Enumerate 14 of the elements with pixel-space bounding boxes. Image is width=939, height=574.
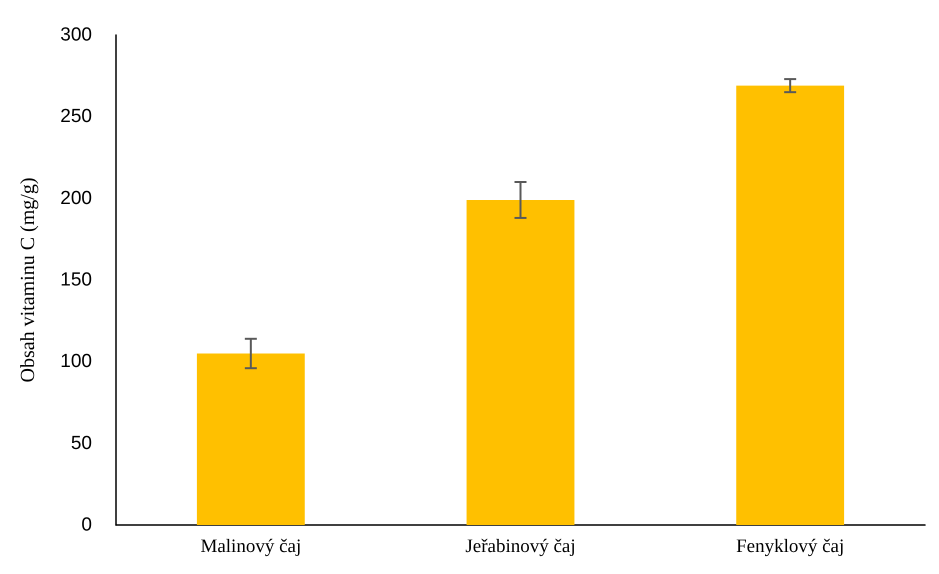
x-tick-label: Jeřabinový čaj xyxy=(465,536,576,557)
y-tick-label: 50 xyxy=(70,432,92,454)
x-tick-label: Fenyklový čaj xyxy=(736,536,844,557)
bar xyxy=(196,354,305,525)
y-tick-label: 300 xyxy=(60,24,92,46)
bar xyxy=(466,200,574,525)
y-tick-label: 250 xyxy=(60,106,92,128)
x-tick-label: Malinový čaj xyxy=(200,536,302,557)
y-axis-title: Obsah vitaminu C (mg/g) xyxy=(17,178,39,382)
y-tick-label: 100 xyxy=(60,351,92,372)
y-tick-label: 0 xyxy=(81,514,92,536)
y-tick-label: 150 xyxy=(60,270,92,290)
y-tick-label: 200 xyxy=(60,188,92,209)
bar xyxy=(736,86,844,525)
